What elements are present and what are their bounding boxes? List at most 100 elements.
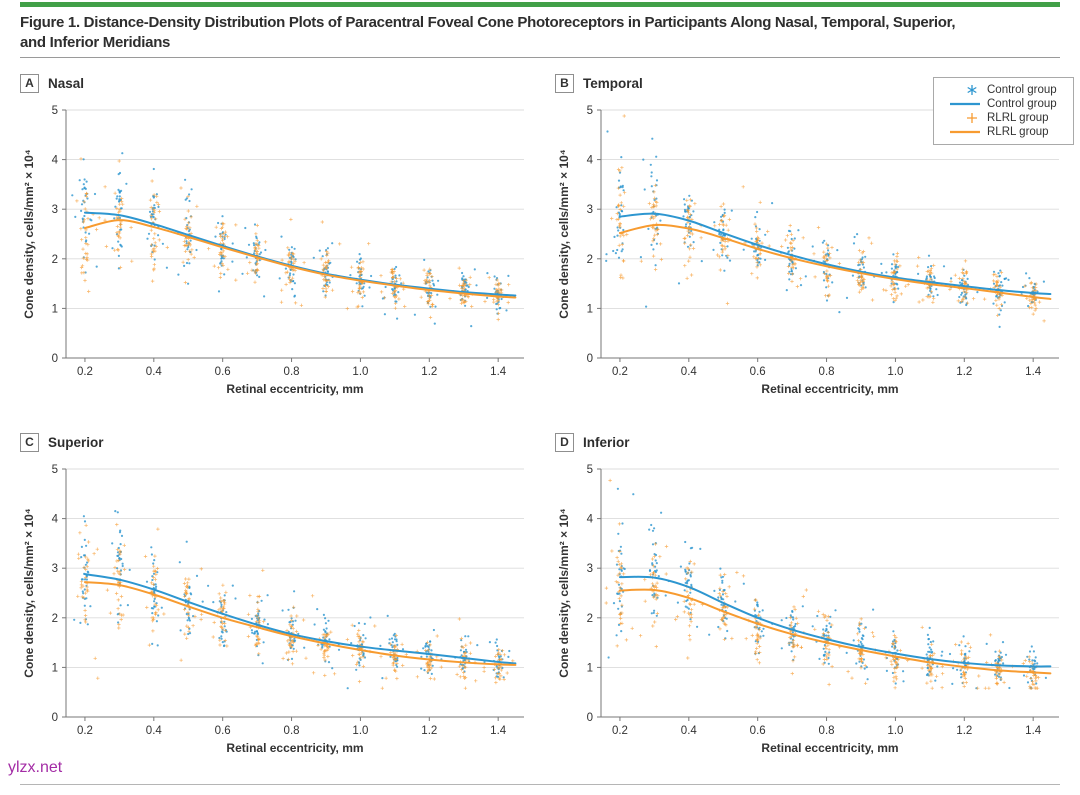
x-tick-label: 0.8 <box>284 725 300 737</box>
x-tick-label: 1.2 <box>956 725 972 737</box>
y-tick-label: 5 <box>52 464 58 476</box>
legend-asterisk-icon <box>967 85 977 95</box>
control-trend-line <box>618 575 1052 668</box>
panel-title: Nasal <box>48 75 85 91</box>
legend-plus-icon <box>967 113 977 123</box>
panel-b: B Temporal 0 1 2 3 4 5 0.2 0.4 0.6 0.8 1.0 1.2 1.4 Reti… <box>555 72 1070 405</box>
x-tick-label: 1.4 <box>490 366 507 378</box>
watermark-link[interactable]: ylzx.net <box>8 759 63 776</box>
bottom-divider <box>20 784 1060 785</box>
y-tick-label: 4 <box>52 155 59 167</box>
x-tick-label: 0.4 <box>681 366 698 378</box>
legend-entry: RLRL group <box>938 125 1065 139</box>
chart-legend: Control group Control group RLRL group RLRL… <box>933 77 1074 145</box>
y-axis-label: Cone density, cells/mm² × 10⁴ <box>557 508 571 678</box>
y-tick-label: 2 <box>52 254 58 266</box>
figure-title-line2: and Inferior Meridians <box>20 34 171 51</box>
y-tick-label: 4 <box>587 514 594 526</box>
figure-title: Figure 1. Distance-Density Distribution … <box>20 13 1065 53</box>
legend-entry-label: RLRL group <box>987 112 1049 124</box>
y-axis-label: Cone density, cells/mm² × 10⁴ <box>22 149 36 319</box>
panel-title: Superior <box>48 434 104 450</box>
x-tick-label: 0.2 <box>77 366 93 378</box>
y-tick-label: 3 <box>587 563 593 575</box>
x-tick-label: 0.6 <box>750 366 766 378</box>
x-tick-label: 1.2 <box>421 725 437 737</box>
y-tick-label: 1 <box>52 662 58 674</box>
panel-letter-badge: C <box>20 432 39 452</box>
panel-c: C Superior 0 1 2 3 4 5 0.2 0.4 0.6 0.8 1.0 1.2 1.4 Reti… <box>20 431 535 764</box>
y-tick-label: 4 <box>52 514 59 526</box>
y-tick-label: 3 <box>587 204 593 216</box>
x-tick-label: 1.4 <box>490 725 507 737</box>
panel-header: B Temporal <box>555 72 1070 94</box>
legend-entry: Control group <box>938 97 1065 111</box>
x-axis-label: Retinal eccentricity, mm <box>226 382 363 396</box>
x-tick-label: 0.2 <box>612 366 628 378</box>
panel-header: C Superior <box>20 431 535 453</box>
title-divider <box>20 57 1060 58</box>
x-tick-label: 0.8 <box>284 366 300 378</box>
figure-title-line1: Figure 1. Distance-Density Distribution … <box>20 14 956 31</box>
x-tick-label: 0.8 <box>819 725 835 737</box>
x-axis-label: Retinal eccentricity, mm <box>226 741 363 755</box>
x-tick-label: 0.6 <box>215 725 231 737</box>
rlrl-trend-line <box>83 219 517 299</box>
y-tick-label: 2 <box>52 613 58 625</box>
panel-title: Temporal <box>583 75 643 91</box>
panel-d-chart: 0 1 2 3 4 5 0.2 0.4 0.6 0.8 1.0 1.2 1.4 Retinal eccen… <box>557 464 1059 755</box>
panel-header: A Nasal <box>20 72 535 94</box>
x-tick-label: 0.2 <box>612 725 628 737</box>
x-tick-label: 0.6 <box>750 725 766 737</box>
y-tick-label: 3 <box>52 563 58 575</box>
y-tick-label: 0 <box>52 712 58 724</box>
x-axis-label: Retinal eccentricity, mm <box>761 741 898 755</box>
panel-letter-badge: B <box>555 73 574 93</box>
x-tick-label: 1.0 <box>887 366 903 378</box>
legend-entry: RLRL group <box>938 111 1065 125</box>
x-tick-label: 0.4 <box>146 725 163 737</box>
x-tick-label: 0.8 <box>819 366 835 378</box>
legend-entry-label: Control group <box>987 84 1057 96</box>
panel-a: A Nasal 0 1 2 3 4 5 0.2 0.4 0.6 0.8 1.0 1.2 1.4 Retinal… <box>20 72 535 405</box>
rlrl-trend-line <box>618 588 1052 675</box>
y-tick-label: 5 <box>587 105 593 117</box>
y-tick-label: 0 <box>587 353 593 365</box>
panel-letter-badge: A <box>20 73 39 93</box>
legend-line-icon <box>950 130 980 134</box>
x-axis-label: Retinal eccentricity, mm <box>761 382 898 396</box>
legend-entry-label: RLRL group <box>987 126 1049 138</box>
panels-grid: A Nasal 0 1 2 3 4 5 0.2 0.4 0.6 0.8 1.0 1.2 1.4 Retinal… <box>20 72 1070 764</box>
panel-title: Inferior <box>583 434 630 450</box>
accent-top-bar <box>20 2 1060 7</box>
legend-entry-label: Control group <box>987 98 1057 110</box>
y-tick-label: 3 <box>52 204 58 216</box>
panel-letter-badge: D <box>555 432 574 452</box>
rlrl-trend-line <box>618 223 1052 300</box>
y-tick-label: 0 <box>587 712 593 724</box>
x-tick-label: 1.0 <box>352 725 368 737</box>
y-axis-label: Cone density, cells/mm² × 10⁴ <box>557 149 571 319</box>
x-tick-label: 1.2 <box>956 366 972 378</box>
y-tick-label: 2 <box>587 613 593 625</box>
control-scatter-points <box>71 152 512 328</box>
x-tick-label: 1.4 <box>1025 725 1042 737</box>
panel-a-chart: 0 1 2 3 4 5 0.2 0.4 0.6 0.8 1.0 1.2 1.4 Retinal eccen… <box>22 105 524 396</box>
x-tick-label: 1.0 <box>352 366 368 378</box>
legend-entry: Control group <box>938 83 1065 97</box>
panel-c-chart: 0 1 2 3 4 5 0.2 0.4 0.6 0.8 1.0 1.2 1.4 Retinal eccen… <box>22 464 524 755</box>
y-tick-label: 0 <box>52 353 58 365</box>
y-tick-label: 5 <box>587 464 593 476</box>
y-tick-label: 4 <box>587 155 594 167</box>
y-tick-label: 5 <box>52 105 58 117</box>
panel-d: D Inferior 0 1 2 3 4 5 0.2 0.4 0.6 0.8 1.0 1.2 1.4 Reti… <box>555 431 1070 764</box>
rlrl-trend-line <box>83 581 517 666</box>
rlrl-scatter-points <box>75 157 511 322</box>
rlrl-scatter-points <box>76 522 515 690</box>
panel-b-chart: 0 1 2 3 4 5 0.2 0.4 0.6 0.8 1.0 1.2 1.4 Retinal eccen… <box>557 105 1059 396</box>
y-axis-label: Cone density, cells/mm² × 10⁴ <box>22 508 36 678</box>
control-trend-line <box>618 212 1052 296</box>
x-tick-label: 1.0 <box>887 725 903 737</box>
y-tick-label: 1 <box>52 303 58 315</box>
x-tick-label: 0.4 <box>681 725 698 737</box>
